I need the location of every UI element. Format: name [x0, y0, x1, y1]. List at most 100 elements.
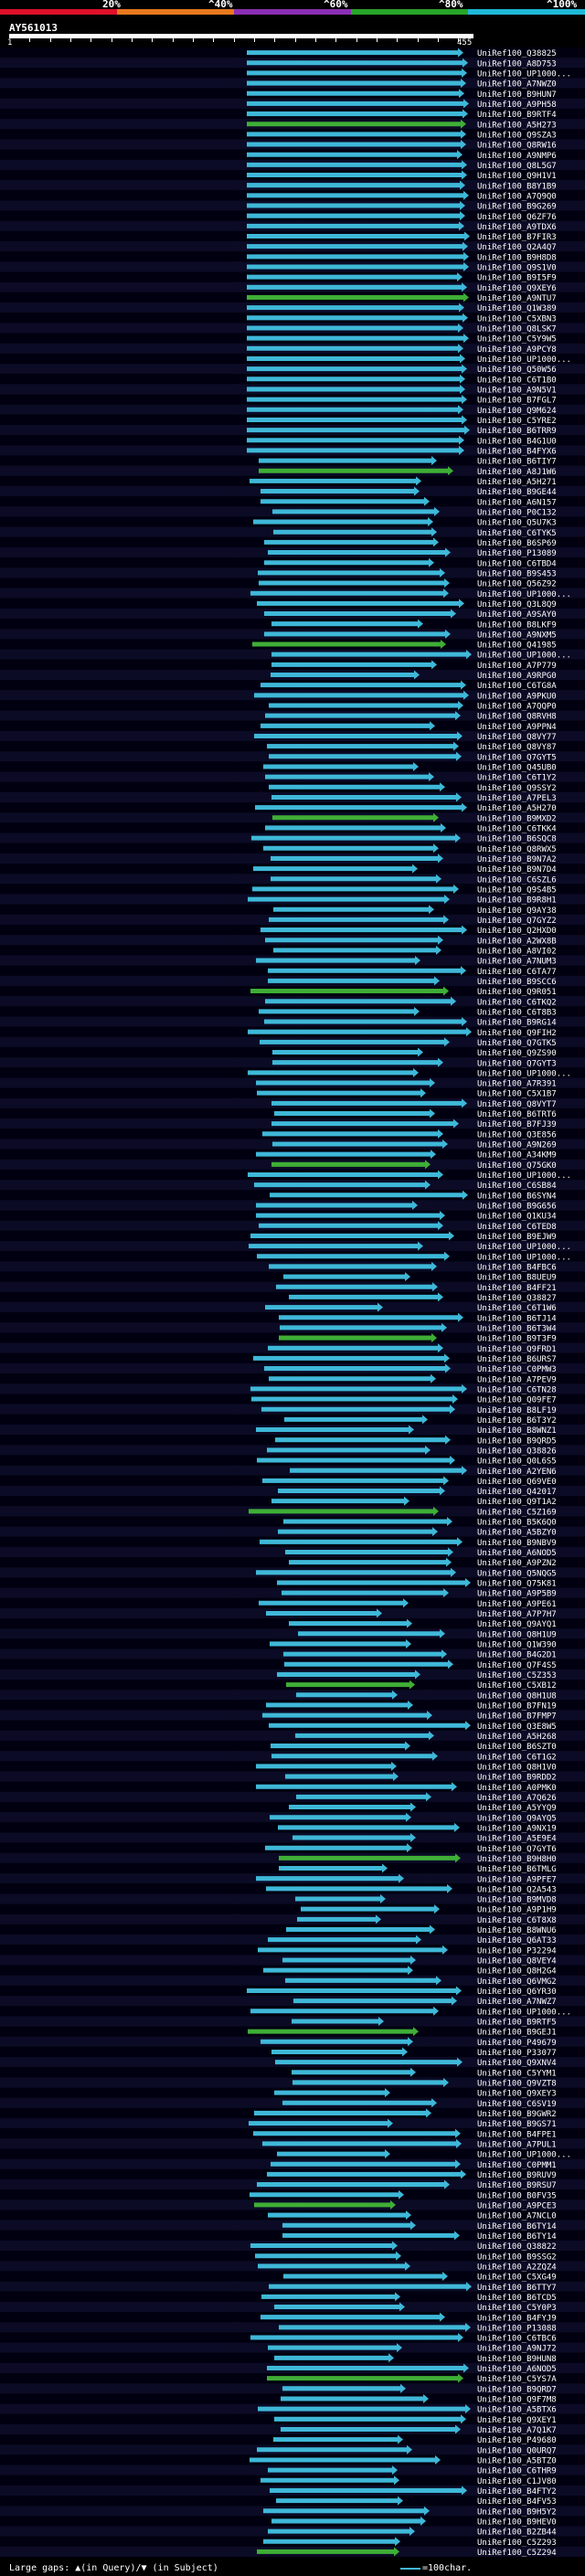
- hit-row[interactable]: UniRef100_Q75GK0: [0, 1159, 585, 1171]
- hit-label[interactable]: UniRef100_Q1W389: [477, 304, 557, 313]
- hit-row[interactable]: UniRef100_B9SCC6: [0, 975, 585, 987]
- hit-label[interactable]: UniRef100_B6SQC8: [477, 835, 557, 844]
- hit-row[interactable]: UniRef100_A7R391: [0, 1077, 585, 1089]
- hit-label[interactable]: UniRef100_A9NX19: [477, 1824, 557, 1833]
- hit-label[interactable]: UniRef100_Q41985: [477, 641, 557, 651]
- hit-row[interactable]: UniRef100_P32294: [0, 1945, 585, 1956]
- hit-label[interactable]: UniRef100_Q8VY77: [477, 733, 557, 742]
- hit-label[interactable]: UniRef100_Q9FRD1: [477, 1345, 557, 1354]
- hit-label[interactable]: UniRef100_Q38827: [477, 1294, 557, 1303]
- hit-row[interactable]: UniRef100_B9RUV9: [0, 2168, 585, 2180]
- hit-label[interactable]: UniRef100_C6T1G2: [477, 1753, 557, 1762]
- hit-label[interactable]: UniRef100_A9N269: [477, 1141, 557, 1150]
- hit-label[interactable]: UniRef100_Q2A4Q7: [477, 243, 557, 252]
- hit-label[interactable]: UniRef100_P49680: [477, 2436, 557, 2445]
- hit-row[interactable]: UniRef100_Q42017: [0, 1485, 585, 1497]
- hit-row[interactable]: UniRef100_C6SB84: [0, 1180, 585, 1191]
- hit-label[interactable]: UniRef100_Q8RVH8: [477, 713, 557, 722]
- hit-row[interactable]: UniRef100_Q9SSY2: [0, 781, 585, 793]
- hit-row[interactable]: UniRef100_A9NMP6: [0, 149, 585, 161]
- hit-label[interactable]: UniRef100_B9EJW9: [477, 1233, 557, 1242]
- hit-row[interactable]: UniRef100_B7FMP7: [0, 1710, 585, 1722]
- hit-label[interactable]: UniRef100_Q7GYZ2: [477, 917, 557, 926]
- hit-row[interactable]: UniRef100_C6THR9: [0, 2465, 585, 2476]
- hit-label[interactable]: UniRef100_UP1000...: [477, 1243, 571, 1252]
- hit-row[interactable]: UniRef100_B9QRD7: [0, 2383, 585, 2394]
- hit-label[interactable]: UniRef100_B9H8D8: [477, 253, 557, 262]
- hit-label[interactable]: UniRef100_UP1000...: [477, 1171, 571, 1181]
- hit-row[interactable]: UniRef100_A9PCY8: [0, 343, 585, 355]
- hit-row[interactable]: UniRef100_UP1000...: [0, 1251, 585, 1262]
- hit-row[interactable]: UniRef100_C5Z293: [0, 2536, 585, 2548]
- hit-row[interactable]: UniRef100_Q9F7M8: [0, 2393, 585, 2405]
- hit-label[interactable]: UniRef100_Q7GYT5: [477, 753, 557, 762]
- hit-label[interactable]: UniRef100_P13089: [477, 549, 557, 558]
- hit-row[interactable]: UniRef100_A9N5V1: [0, 384, 585, 396]
- hit-label[interactable]: UniRef100_A9NJ72: [477, 2345, 557, 2354]
- hit-label[interactable]: UniRef100_Q69VE0: [477, 1478, 557, 1487]
- hit-row[interactable]: UniRef100_B7FN19: [0, 1700, 585, 1711]
- hit-row[interactable]: UniRef100_Q8RWX5: [0, 843, 585, 854]
- hit-label[interactable]: UniRef100_B9GEJ1: [477, 2029, 557, 2038]
- hit-label[interactable]: UniRef100_C6T1B0: [477, 376, 557, 385]
- hit-row[interactable]: UniRef100_UP1000...: [0, 649, 585, 661]
- hit-row[interactable]: UniRef100_B9R8H1: [0, 894, 585, 906]
- hit-row[interactable]: UniRef100_Q9R051: [0, 985, 585, 997]
- hit-row[interactable]: UniRef100_C6T1Y2: [0, 771, 585, 783]
- hit-row[interactable]: UniRef100_Q8H1U8: [0, 1690, 585, 1701]
- hit-row[interactable]: UniRef100_Q9FRD1: [0, 1342, 585, 1354]
- hit-row[interactable]: UniRef100_B9RDD2: [0, 1771, 585, 1783]
- hit-label[interactable]: UniRef100_B4FPE1: [477, 2130, 557, 2139]
- hit-label[interactable]: UniRef100_A9PCE3: [477, 2201, 557, 2210]
- hit-row[interactable]: UniRef100_Q8H1V0: [0, 1761, 585, 1772]
- hit-label[interactable]: UniRef100_B9HUN8: [477, 2355, 557, 2364]
- hit-label[interactable]: UniRef100_Q9XEY3: [477, 2090, 557, 2099]
- hit-row[interactable]: UniRef100_A5H271: [0, 475, 585, 487]
- hit-label[interactable]: UniRef100_Q9ZS90: [477, 1049, 557, 1058]
- hit-row[interactable]: UniRef100_Q38826: [0, 1445, 585, 1456]
- hit-row[interactable]: UniRef100_A9NJ72: [0, 2342, 585, 2354]
- hit-label[interactable]: UniRef100_B9GS71: [477, 2120, 557, 2129]
- hit-label[interactable]: UniRef100_A9NXM5: [477, 631, 557, 640]
- hit-row[interactable]: UniRef100_Q45UB0: [0, 761, 585, 773]
- hit-row[interactable]: UniRef100_Q2HXD0: [0, 924, 585, 936]
- hit-label[interactable]: UniRef100_B9NBV9: [477, 1539, 557, 1548]
- hit-label[interactable]: UniRef100_A9PZN2: [477, 1559, 557, 1568]
- hit-row[interactable]: UniRef100_P49680: [0, 2434, 585, 2445]
- hit-label[interactable]: UniRef100_B8WNU6: [477, 1926, 557, 1935]
- hit-label[interactable]: UniRef100_Q9VZT8: [477, 2080, 557, 2089]
- hit-label[interactable]: UniRef100_UP1000...: [477, 1253, 571, 1262]
- hit-label[interactable]: UniRef100_Q8LSK7: [477, 325, 557, 334]
- hit-row[interactable]: UniRef100_B9G656: [0, 1200, 585, 1212]
- hit-row[interactable]: UniRef100_Q1W390: [0, 1638, 585, 1650]
- hit-row[interactable]: UniRef100_Q3L8Q9: [0, 598, 585, 610]
- hit-row[interactable]: UniRef100_B6TTY7: [0, 2281, 585, 2293]
- hit-row[interactable]: UniRef100_Q3E856: [0, 1129, 585, 1140]
- hit-label[interactable]: UniRef100_B4FBC6: [477, 1264, 557, 1273]
- hit-row[interactable]: UniRef100_B6T3Y2: [0, 1414, 585, 1426]
- hit-row[interactable]: UniRef100_Q0URQ7: [0, 2444, 585, 2455]
- hit-row[interactable]: UniRef100_B4FTY2: [0, 2485, 585, 2496]
- hit-label[interactable]: UniRef100_UP1000...: [477, 2008, 571, 2017]
- hit-label[interactable]: UniRef100_Q7GYT6: [477, 1845, 557, 1854]
- hit-label[interactable]: UniRef100_A5BTZ0: [477, 2457, 557, 2466]
- hit-row[interactable]: UniRef100_Q56Z92: [0, 578, 585, 589]
- hit-row[interactable]: UniRef100_A9P1H9: [0, 1903, 585, 1915]
- hit-row[interactable]: UniRef100_B8WNU6: [0, 1924, 585, 1935]
- hit-row[interactable]: UniRef100_Q7GYT6: [0, 1842, 585, 1854]
- hit-row[interactable]: UniRef100_A2WX8B: [0, 935, 585, 946]
- hit-label[interactable]: UniRef100_Q2A543: [477, 1885, 557, 1894]
- hit-row[interactable]: UniRef100_C6TG8A: [0, 680, 585, 691]
- hit-row[interactable]: UniRef100_Q8H2G4: [0, 1965, 585, 1977]
- hit-label[interactable]: UniRef100_B9HUN7: [477, 90, 557, 100]
- hit-row[interactable]: UniRef100_Q9FIH2: [0, 1026, 585, 1038]
- hit-row[interactable]: UniRef100_A7P779: [0, 659, 585, 671]
- hit-label[interactable]: UniRef100_C6TG8A: [477, 682, 557, 691]
- hit-label[interactable]: UniRef100_Q0URQ7: [477, 2446, 557, 2455]
- hit-row[interactable]: UniRef100_A7Q9Q0: [0, 190, 585, 201]
- hit-row[interactable]: UniRef100_B9MXD2: [0, 812, 585, 823]
- hit-row[interactable]: UniRef100_P49679: [0, 2036, 585, 2048]
- hit-row[interactable]: UniRef100_B4FBC6: [0, 1261, 585, 1273]
- hit-label[interactable]: UniRef100_B4FYJ9: [477, 2314, 557, 2323]
- hit-row[interactable]: UniRef100_A9PFE7: [0, 1873, 585, 1884]
